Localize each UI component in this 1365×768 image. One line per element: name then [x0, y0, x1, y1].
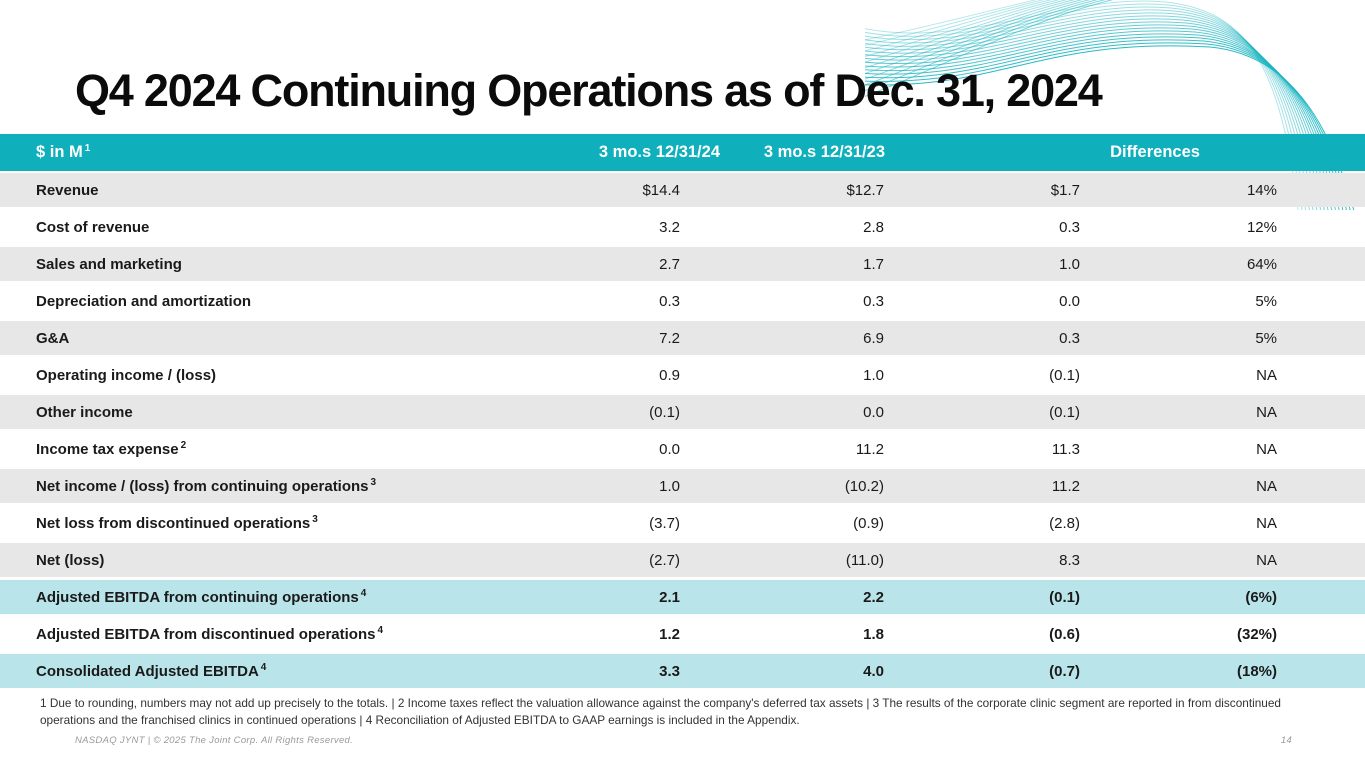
- cell-v3: 0.0: [1059, 292, 1080, 310]
- footer-copyright: NASDAQ JYNT | © 2025 The Joint Corp. All…: [75, 735, 354, 746]
- slide-title: Q4 2024 Continuing Operations as of Dec.…: [75, 65, 1103, 116]
- row-label: Income tax expense 2: [36, 439, 187, 458]
- cell-v4: NA: [1256, 403, 1277, 421]
- cell-v3: 11.3: [1051, 440, 1080, 458]
- header-col-3mos-123124: 3 mo.s 12/31/24: [598, 143, 720, 161]
- table-row: Adjusted EBITDA from discontinued operat…: [0, 617, 1365, 651]
- cell-v1: 2.7: [659, 255, 680, 273]
- cell-v2: (11.0): [845, 551, 884, 569]
- cell-v1: (0.1): [649, 403, 680, 421]
- cell-v2: 11.2: [855, 440, 884, 458]
- row-label: Net (loss): [36, 551, 105, 569]
- cell-v1: 2.1: [659, 588, 680, 606]
- cell-v2: 0.0: [863, 403, 884, 421]
- cell-v4: (6%): [1245, 588, 1277, 606]
- cell-v3: (0.6): [1049, 625, 1080, 643]
- cell-v4: 5%: [1255, 329, 1277, 347]
- cell-v1: 3.2: [659, 218, 680, 236]
- cell-v2: (0.9): [853, 514, 884, 532]
- cell-v2: $12.7: [846, 181, 884, 199]
- cell-v2: 1.8: [863, 625, 884, 643]
- table-body: Revenue $14.4 $12.7 $1.7 14% Cost of revenue 3…: [0, 173, 1365, 688]
- cell-v2: 2.8: [863, 218, 884, 236]
- cell-v4: NA: [1256, 477, 1277, 495]
- cell-v3: 0.3: [1059, 329, 1080, 347]
- cell-v1: 3.3: [659, 662, 680, 680]
- cell-v4: (18%): [1236, 662, 1277, 680]
- table-row: Operating income / (loss) 0.9 1.0 (0.1) NA: [0, 358, 1365, 392]
- cell-v1: 0.3: [659, 292, 680, 310]
- table-row: Revenue $14.4 $12.7 $1.7 14%: [0, 173, 1365, 207]
- page-number: 14: [1280, 735, 1292, 746]
- cell-v2: 1.7: [863, 255, 884, 273]
- table-row: Sales and marketing 2.7 1.7 1.0 64%: [0, 247, 1365, 281]
- cell-v4: 5%: [1255, 292, 1277, 310]
- cell-v3: $1.7: [1050, 181, 1080, 199]
- cell-v3: (0.1): [1049, 366, 1080, 384]
- cell-v1: (2.7): [649, 551, 680, 569]
- row-label: Adjusted EBITDA from continuing operatio…: [36, 587, 367, 606]
- header-col-differences: Differences: [1110, 143, 1200, 161]
- table-row: Net loss from discontinued operations 3 (3…: [0, 506, 1365, 540]
- cell-v3: 1.0: [1059, 255, 1080, 273]
- cell-v2: 6.9: [863, 329, 884, 347]
- cell-v2: 2.2: [863, 588, 884, 606]
- footnotes: 1 Due to rounding, numbers may not add u…: [40, 696, 1281, 728]
- cell-v4: (32%): [1236, 625, 1277, 643]
- cell-v4: 12%: [1246, 218, 1277, 236]
- table-row: G&A 7.2 6.9 0.3 5%: [0, 321, 1365, 355]
- cell-v2: (10.2): [844, 477, 884, 495]
- cell-v3: 11.2: [1051, 477, 1080, 495]
- table-row: Net (loss) (2.7) (11.0) 8.3 NA: [0, 543, 1365, 577]
- row-label: Net loss from discontinued operations 3: [36, 513, 318, 532]
- row-label: Depreciation and amortization: [36, 292, 252, 310]
- row-label: Sales and marketing: [36, 255, 182, 273]
- cell-v4: NA: [1256, 551, 1277, 569]
- header-dollars-in-m-text: $ in M: [36, 143, 83, 161]
- row-label: Cost of revenue: [36, 218, 150, 236]
- table-row: Depreciation and amortization 0.3 0.3 0.0 5%: [0, 284, 1365, 318]
- footer: NASDAQ JYNT | © 2025 The Joint Corp. All…: [0, 735, 1365, 746]
- cell-v1: 0.9: [659, 366, 680, 384]
- cell-v4: NA: [1256, 514, 1277, 532]
- cell-v1: $14.4: [642, 181, 680, 199]
- cell-v4: 14%: [1246, 181, 1277, 199]
- cell-v4: 64%: [1246, 255, 1277, 273]
- cell-v3: 0.3: [1059, 218, 1080, 236]
- table-row: Net income / (loss) from continuing oper…: [0, 469, 1365, 503]
- cell-v1: 7.2: [659, 329, 680, 347]
- cell-v3: (0.1): [1049, 403, 1080, 421]
- header-footnote-sup: 1: [84, 142, 91, 154]
- row-label: Net income / (loss) from continuing oper…: [36, 476, 377, 495]
- cell-v3: (0.7): [1049, 662, 1080, 680]
- cell-v4: NA: [1256, 366, 1277, 384]
- row-label: Other income: [36, 403, 133, 421]
- row-label: Operating income / (loss): [36, 366, 217, 384]
- cell-v1: (3.7): [649, 514, 680, 532]
- table-row: Adjusted EBITDA from continuing operatio…: [0, 580, 1365, 614]
- row-label: Revenue: [36, 181, 99, 199]
- table-row: Income tax expense 2 0.0 11.2 11.3 NA: [0, 432, 1365, 466]
- row-label: Consolidated Adjusted EBITDA 4: [36, 661, 267, 680]
- cell-v3: (0.1): [1049, 588, 1080, 606]
- cell-v2: 4.0: [863, 662, 884, 680]
- table-row: Other income (0.1) 0.0 (0.1) NA: [0, 395, 1365, 429]
- cell-v1: 0.0: [659, 440, 680, 458]
- cell-v4: NA: [1256, 440, 1277, 458]
- header-col-3mos-123123: 3 mo.s 12/31/23: [763, 143, 885, 161]
- row-label: Adjusted EBITDA from discontinued operat…: [36, 624, 384, 643]
- row-label: G&A: [36, 329, 70, 347]
- cell-v1: 1.0: [659, 477, 680, 495]
- cell-v3: 8.3: [1059, 551, 1080, 569]
- cell-v3: (2.8): [1049, 514, 1080, 532]
- table-row: Consolidated Adjusted EBITDA 4 3.3 4.0 (0.7)…: [0, 654, 1365, 688]
- cell-v2: 1.0: [863, 366, 884, 384]
- cell-v1: 1.2: [659, 625, 680, 643]
- cell-v2: 0.3: [863, 292, 884, 310]
- table-row: Cost of revenue 3.2 2.8 0.3 12%: [0, 210, 1365, 244]
